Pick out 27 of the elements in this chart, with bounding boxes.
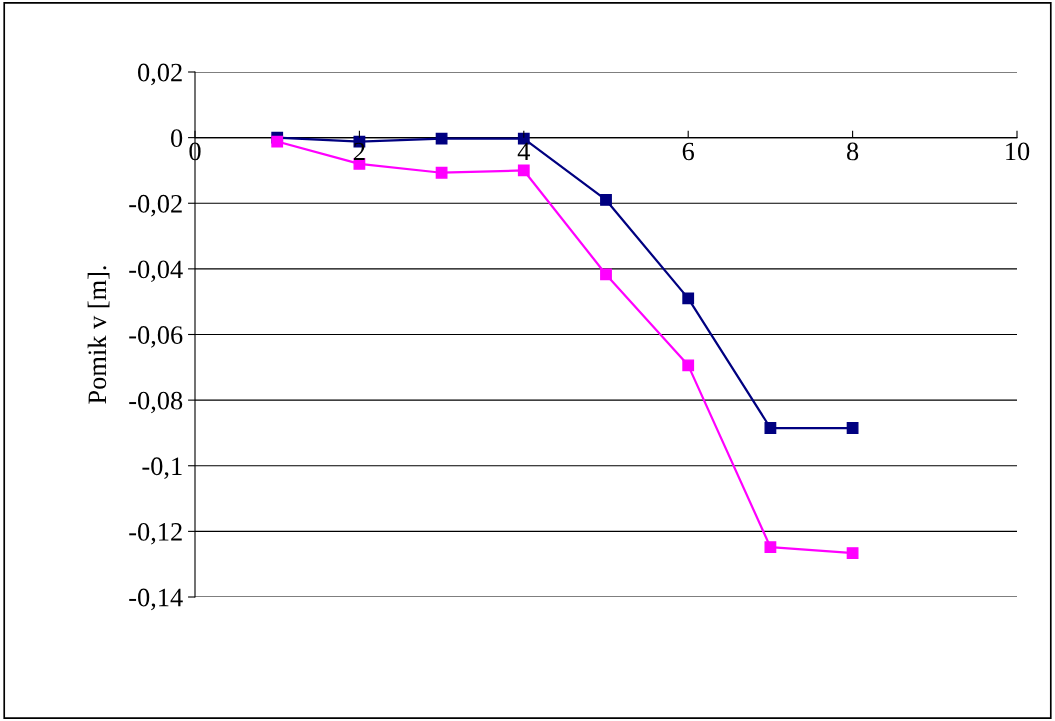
y-tick-label: -0,08 [129,391,183,414]
x-tick-label: 4 [517,142,530,161]
y-tick-label: -0,1 [142,457,182,479]
point [682,359,695,372]
x-tick-label: 8 [847,142,859,161]
y-tick-label: 0,02 [138,63,182,86]
point [435,132,448,145]
x-tick-label: 6 [682,142,695,161]
y-tick-label: -0,06 [129,326,183,348]
y-tick-label: -0,02 [129,194,182,217]
point [600,268,612,281]
point [682,292,695,305]
point [435,166,448,179]
point [271,135,284,148]
point [517,164,530,177]
y-tick-label: -0,12 [129,522,182,545]
x-tick-label: 10 [1006,142,1030,161]
point [764,541,777,554]
y-tick-label: -0,14 [129,588,183,611]
point [764,422,777,434]
point [846,547,859,559]
point [600,194,612,206]
y-axis-title: Pomik v [m]. [87,266,110,404]
y-tick-label: -0,04 [129,260,183,283]
point [846,422,859,434]
y-tick-label: 0 [171,129,183,148]
x-tick-label: 2 [353,142,365,161]
